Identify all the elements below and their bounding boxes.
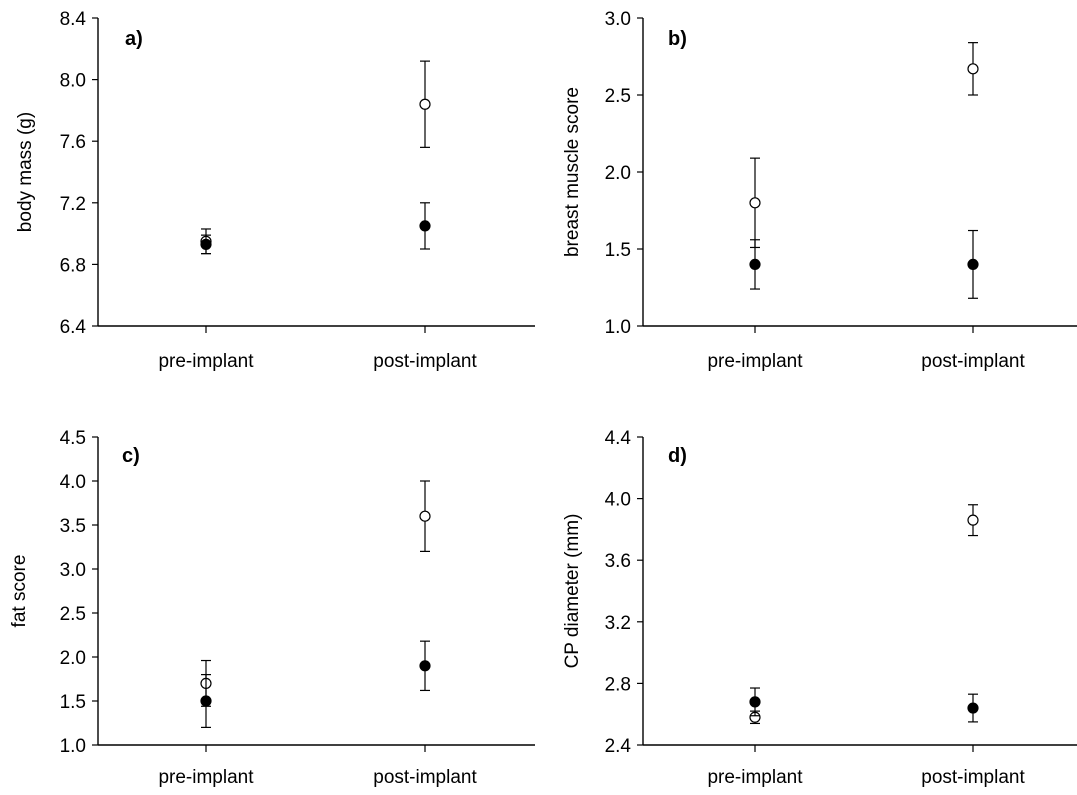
x-tick-label: pre-implant <box>707 351 803 372</box>
y-tick-label: 7.2 <box>60 194 86 215</box>
data-point-filled <box>419 660 431 672</box>
data-point-filled <box>200 695 212 707</box>
y-tick-label: 4.0 <box>60 472 86 493</box>
chart-panel-4: 2.4 2.8 3.2 3.6 4.0 4.4 pre-implant post-implan… <box>562 428 1077 788</box>
x-tick-label: pre-implant <box>158 767 254 788</box>
data-point-filled <box>749 258 761 270</box>
y-tick-label: 2.4 <box>605 736 632 757</box>
y-tick-label: 4.0 <box>605 490 631 511</box>
data-point-filled <box>200 238 212 250</box>
data-point-filled <box>749 696 761 708</box>
y-axis-label: breast muscle score <box>562 87 583 257</box>
y-tick-label: 4.5 <box>60 428 86 449</box>
y-tick-label: 8.4 <box>60 9 87 30</box>
panel-label: d) <box>668 445 687 467</box>
y-tick-label: 3.0 <box>605 9 631 30</box>
x-tick-label: post-implant <box>373 351 477 372</box>
data-point-open <box>967 514 979 526</box>
x-tick-label: post-implant <box>921 767 1025 788</box>
y-tick-label: 3.6 <box>605 551 631 572</box>
y-tick-label: 2.8 <box>605 674 631 695</box>
y-tick-label: 2.5 <box>60 604 86 625</box>
panel-label: b) <box>668 28 687 50</box>
y-tick-label: 1.5 <box>605 240 631 261</box>
data-point-open <box>749 197 761 209</box>
y-axis-label: CP diameter (mm) <box>562 514 583 669</box>
x-tick-label: pre-implant <box>158 351 254 372</box>
data-point-open <box>967 63 979 75</box>
data-point-open <box>419 510 431 522</box>
y-tick-label: 3.0 <box>60 560 86 581</box>
y-tick-label: 8.0 <box>60 71 86 92</box>
panel-label: c) <box>122 445 140 467</box>
y-tick-label: 6.8 <box>60 255 86 276</box>
y-tick-label: 4.4 <box>605 428 632 449</box>
x-tick-label: post-implant <box>373 767 477 788</box>
chart-panel-1: 6.4 6.8 7.2 7.6 8.0 8.4 pre-implant post-implan… <box>15 9 535 372</box>
data-point-filled <box>967 258 979 270</box>
x-tick-label: pre-implant <box>707 767 803 788</box>
y-axis-label: body mass (g) <box>15 112 36 232</box>
y-tick-label: 2.0 <box>60 648 86 669</box>
y-tick-label: 6.4 <box>60 317 87 338</box>
y-tick-label: 2.5 <box>605 86 631 107</box>
data-point-filled <box>419 220 431 232</box>
y-tick-label: 1.5 <box>60 692 86 713</box>
chart-panel-3: 1.0 1.5 2.0 2.5 3.0 3.5 4.0 4.5 pre-implant post-… <box>9 428 535 788</box>
y-axis-label: fat score <box>9 555 30 628</box>
data-point-filled <box>967 702 979 714</box>
y-tick-label: 2.0 <box>605 163 631 184</box>
y-tick-label: 3.5 <box>60 516 86 537</box>
y-tick-label: 1.0 <box>605 317 631 338</box>
y-tick-label: 1.0 <box>60 736 86 757</box>
chart-panel-2: 1.0 1.5 2.0 2.5 3.0 pre-implant post-implant br… <box>562 9 1077 372</box>
data-point-open <box>419 98 431 110</box>
y-tick-label: 7.6 <box>60 132 86 153</box>
y-tick-label: 3.2 <box>605 613 631 634</box>
x-tick-label: post-implant <box>921 351 1025 372</box>
panel-label: a) <box>125 28 143 50</box>
